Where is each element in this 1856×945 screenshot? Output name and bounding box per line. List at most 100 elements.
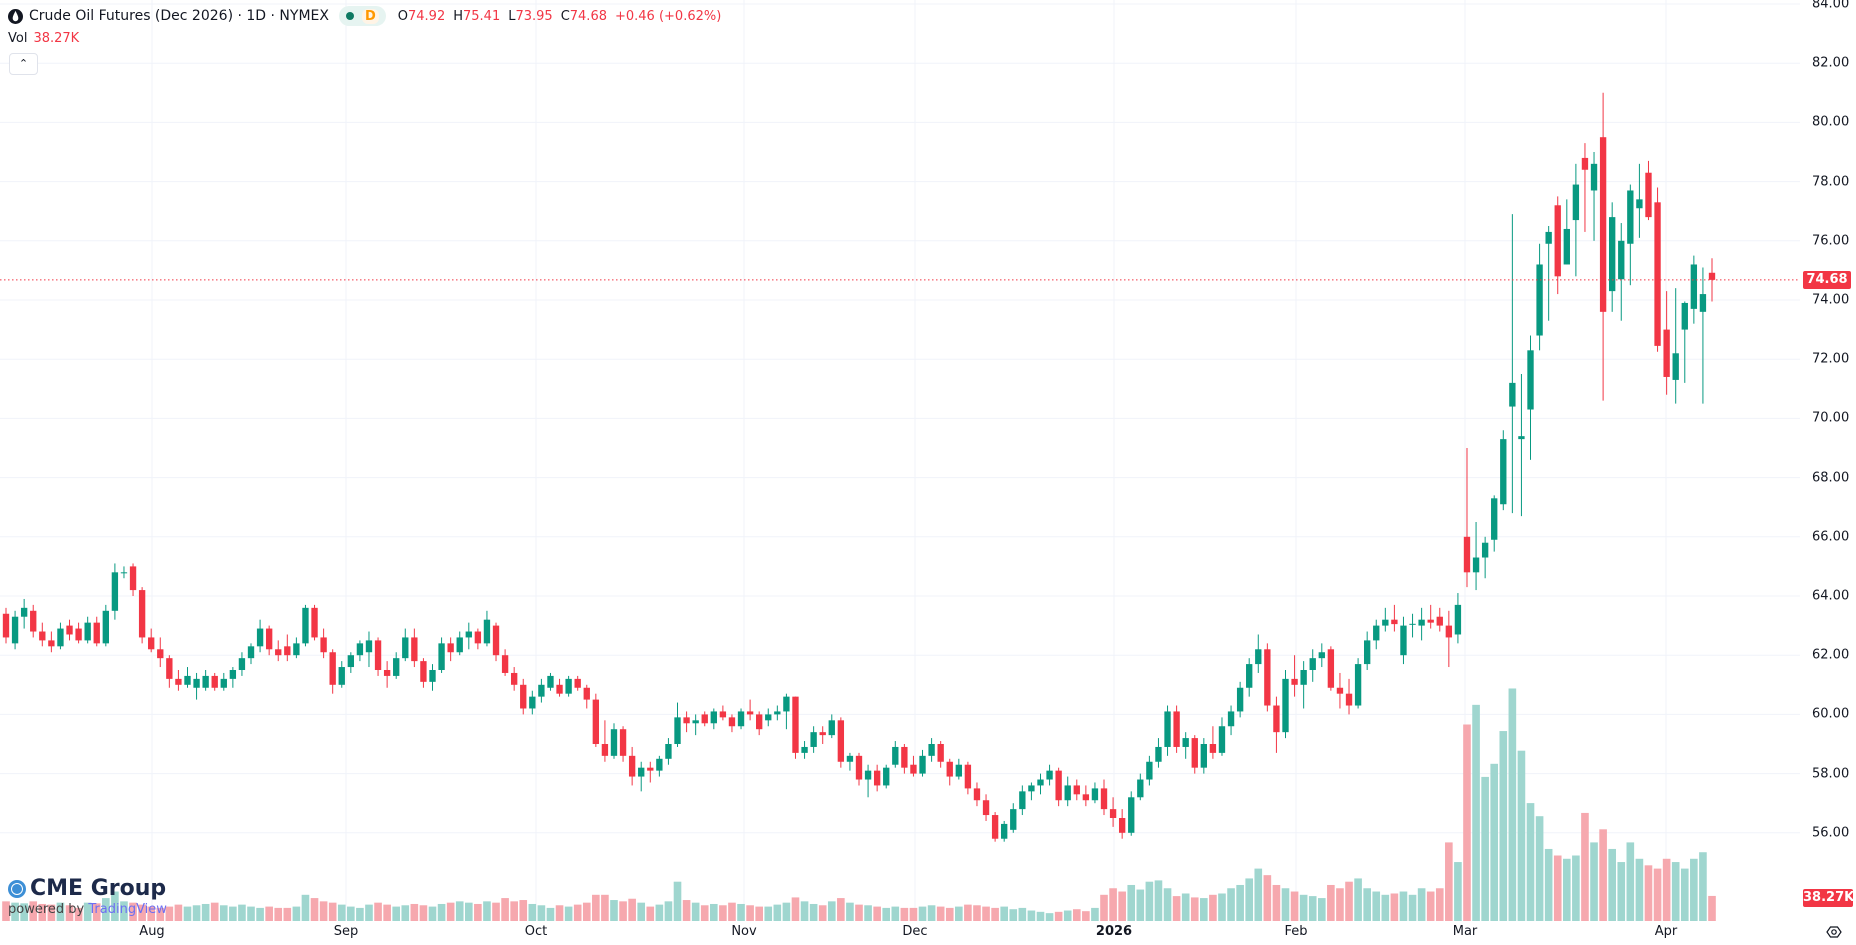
candle: [619, 726, 627, 762]
candle: [1255, 634, 1262, 673]
candle-body: [565, 678, 572, 694]
x-tick-label: Apr: [1654, 924, 1678, 939]
volume-bar: [1200, 898, 1208, 921]
volume-bar: [1435, 888, 1444, 921]
candle-body: [138, 590, 146, 638]
volume-bar: [1317, 898, 1326, 921]
volume-bar: [192, 905, 201, 921]
candle: [1672, 288, 1679, 404]
collapse-legend-button[interactable]: ⌃: [9, 53, 38, 75]
volume-bar: [20, 903, 28, 921]
volume-bar: [1245, 878, 1254, 921]
candle-body: [1309, 658, 1316, 670]
y-tick-label: 62.00: [1812, 647, 1850, 663]
volume-bar: [1363, 888, 1371, 921]
eye-settings-icon[interactable]: [1826, 924, 1842, 940]
volume-bar: [973, 905, 981, 921]
volume-bar: [319, 901, 328, 921]
candle-body: [746, 711, 754, 715]
candle: [1200, 738, 1208, 774]
candle-body: [892, 746, 899, 765]
volume-bar: [709, 903, 718, 921]
candle: [946, 758, 953, 786]
volume-bar: [383, 904, 391, 921]
candle: [138, 587, 146, 644]
tradingview-link[interactable]: TradingView: [88, 902, 167, 917]
candle-body: [765, 714, 772, 721]
candle: [529, 690, 536, 715]
volume-bar: [1345, 881, 1353, 921]
volume-bar: [1054, 911, 1063, 921]
candle: [1001, 820, 1008, 842]
volume-bar: [365, 904, 373, 921]
candle: [955, 758, 962, 780]
volume-bar: [1308, 896, 1317, 921]
volume-bar: [165, 906, 174, 921]
candle-body: [701, 714, 708, 724]
candle: [783, 693, 790, 730]
candle: [93, 616, 100, 647]
candle-body: [837, 720, 845, 762]
powered-by: powered by TradingView: [8, 902, 167, 917]
cme-branding[interactable]: CME Group powered by TradingView: [8, 876, 167, 917]
candle: [411, 628, 418, 668]
x-tick-label: Nov: [731, 924, 757, 939]
candle: [964, 761, 972, 795]
volume-bar: [791, 897, 800, 921]
candle-body: [1572, 184, 1580, 221]
volume-label[interactable]: Vol: [8, 31, 28, 46]
ohlc-values: O74.92 H75.41 L73.95 C74.68 +0.46 (+0.62…: [398, 9, 722, 24]
candle: [492, 622, 500, 662]
volume-bar: [1417, 888, 1426, 921]
candle-body: [955, 764, 962, 777]
candle: [302, 604, 309, 647]
volume-bar: [1662, 858, 1671, 921]
symbol-title[interactable]: Crude Oil Futures (Dec 2026) · 1D · NYME…: [29, 8, 329, 24]
volume-bar: [1699, 852, 1707, 921]
volume-bar: [637, 902, 646, 921]
candle: [692, 714, 699, 736]
volume-bar: [392, 906, 401, 921]
candle: [674, 702, 681, 747]
candle: [347, 652, 355, 673]
y-tick-label: 84.00: [1812, 0, 1850, 12]
volume-bar: [92, 903, 101, 921]
candle: [456, 631, 463, 656]
low-value: 73.95: [515, 8, 553, 24]
candle-body: [1182, 738, 1189, 747]
volume-bar: [174, 904, 183, 921]
candle-body: [1463, 536, 1471, 573]
volume-bar: [855, 904, 863, 921]
candle: [220, 672, 227, 691]
candle: [592, 693, 600, 747]
volume-bar: [1635, 858, 1644, 921]
volume-bar: [1154, 880, 1163, 921]
volume-bar: [111, 891, 119, 921]
candle-body: [102, 610, 109, 644]
volume-bar: [1018, 907, 1027, 921]
volume-bar: [156, 907, 165, 921]
candle-body: [501, 655, 509, 673]
volume-bar: [1599, 829, 1607, 921]
volume-bar: [219, 905, 228, 921]
candle-body: [1654, 202, 1661, 346]
candle: [1028, 782, 1035, 801]
market-status[interactable]: D: [338, 6, 386, 26]
candle-body: [928, 744, 935, 756]
volume-bar: [310, 898, 319, 921]
candle: [1118, 809, 1126, 839]
candle-body: [1318, 652, 1325, 659]
candle: [1309, 649, 1316, 682]
candle: [211, 672, 218, 691]
candle-body: [728, 717, 736, 727]
candle: [438, 637, 445, 673]
volume-bar: [401, 905, 410, 921]
candle: [810, 726, 817, 753]
candle-body: [302, 607, 309, 644]
candle-body: [1427, 619, 1434, 623]
volume-bar: [900, 907, 909, 921]
low-label: L: [508, 8, 516, 24]
candle: [111, 563, 119, 620]
candle: [30, 604, 37, 638]
